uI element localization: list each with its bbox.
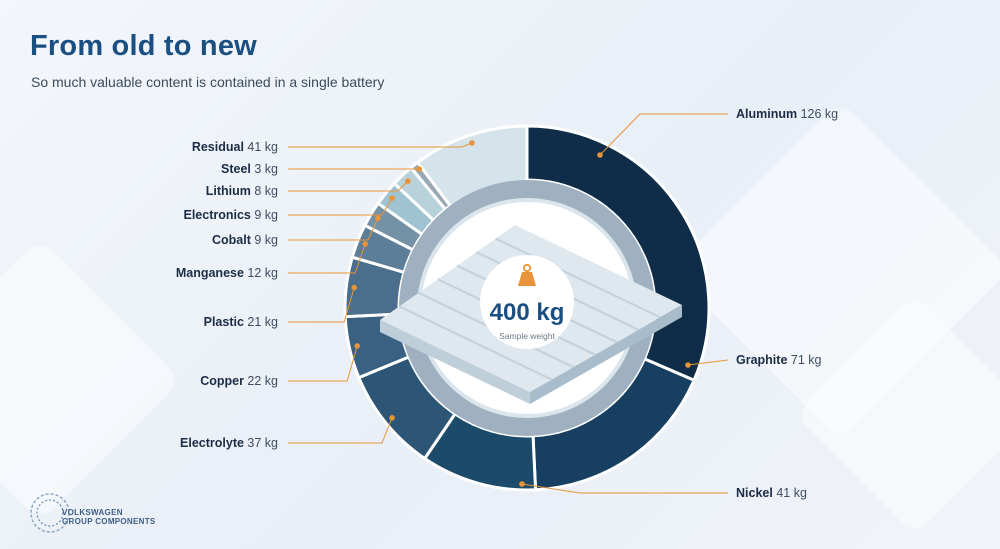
page-title: From old to new (30, 30, 257, 62)
label-value: 3 kg (251, 162, 278, 176)
label-graphite: Graphite 71 kg (736, 353, 822, 367)
leader-line-manganese (288, 243, 366, 274)
leader-line-aluminum (599, 113, 728, 156)
label-value: 21 kg (244, 315, 278, 329)
leader-line-graphite (687, 359, 729, 366)
label-value: 71 kg (787, 353, 821, 367)
leader-dot-nickel (519, 481, 525, 487)
leader-line-copper (288, 345, 358, 382)
leader-dot-manganese (362, 241, 369, 247)
leader-line-residual (288, 142, 473, 148)
battery-rib (398, 305, 553, 381)
leader-dot-residual (469, 140, 475, 146)
label-value: 41 kg (773, 486, 807, 500)
label-value: 9 kg (251, 208, 278, 222)
leader-line-electrolyte (288, 417, 393, 444)
weight-icon (518, 263, 536, 286)
leader-dot-graphite (685, 362, 691, 368)
label-lithium: Lithium 8 kg (206, 184, 278, 198)
center-weight: 400 kg (490, 299, 565, 326)
leader-dot-cobalt (375, 215, 381, 222)
label-electronics: Electronics 9 kg (184, 208, 279, 222)
leader-line-nickel (521, 483, 728, 494)
label-name: Manganese (176, 266, 244, 280)
label-nickel: Nickel 41 kg (736, 486, 807, 500)
leader-dot-lithium (405, 178, 411, 184)
label-value: 41 kg (244, 140, 278, 154)
leader-dot-electronics (389, 195, 395, 201)
label-aluminum: Aluminum 126 kg (736, 107, 838, 121)
label-manganese: Manganese 12 kg (176, 266, 278, 280)
label-name: Cobalt (212, 233, 252, 247)
label-name: Residual (192, 140, 244, 154)
leader-dot-aluminum (597, 152, 603, 158)
volkswagen-logo-icon (30, 493, 70, 533)
label-electrolyte: Electrolyte 37 kg (180, 436, 278, 450)
label-value: 9 kg (251, 233, 278, 247)
leader-dot-plastic (351, 284, 358, 291)
leader-line-electronics (288, 197, 393, 216)
label-cobalt: Cobalt 9 kg (212, 233, 278, 247)
label-value: 37 kg (244, 436, 278, 450)
slice-labels: Aluminum 126 kg Graphite 71 kg Nickel 41 k… (176, 107, 838, 500)
label-name: Copper (200, 374, 244, 388)
center-caption: Sample weight (499, 331, 555, 341)
leader-dot-copper (354, 343, 360, 349)
logo-line-2: GROUP COMPONENTS (62, 517, 156, 526)
label-residual: Residual 41 kg (192, 140, 278, 154)
label-name: Lithium (206, 184, 251, 198)
label-name: Plastic (204, 315, 244, 329)
label-value: 12 kg (244, 266, 278, 280)
logo-text: VOLKSWAGEN GROUP COMPONENTS (62, 508, 156, 526)
page-subtitle: So much valuable content is contained in… (31, 74, 385, 90)
leader-line-lithium (288, 180, 409, 192)
label-name: Electrolyte (180, 436, 244, 450)
leader-line-cobalt (288, 218, 379, 241)
center-badge: 400 kg Sample weight (480, 255, 574, 349)
leader-dot-steel (416, 166, 423, 172)
label-name: Aluminum (736, 107, 797, 121)
label-name: Steel (221, 162, 251, 176)
label-plastic: Plastic 21 kg (204, 315, 278, 329)
label-value: 22 kg (244, 374, 278, 388)
label-name: Graphite (736, 353, 787, 367)
label-value: 126 kg (797, 107, 838, 121)
leader-dot-electrolyte (389, 415, 395, 421)
label-steel: Steel 3 kg (221, 162, 278, 176)
label-name: Electronics (184, 208, 251, 222)
logo-line-1: VOLKSWAGEN (62, 508, 123, 517)
label-name: Nickel (736, 486, 773, 500)
leader-line-plastic (288, 287, 355, 323)
battery-rib (495, 237, 661, 319)
label-copper: Copper 22 kg (200, 374, 278, 388)
label-value: 8 kg (251, 184, 278, 198)
